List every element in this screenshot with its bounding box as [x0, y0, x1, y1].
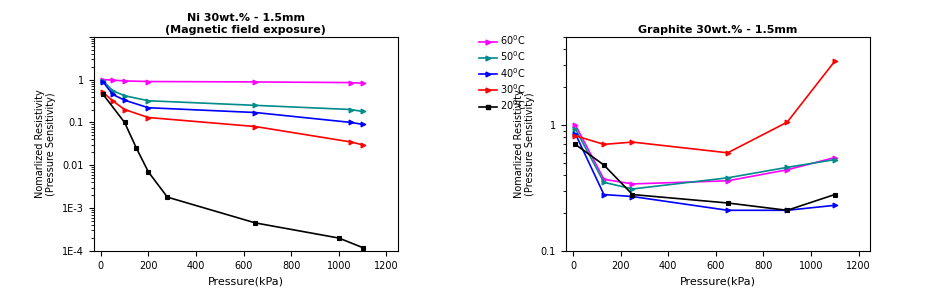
- Y-axis label: Nomarlized Resistivity
(Pressure Sensitivity): Nomarlized Resistivity (Pressure Sensiti…: [35, 89, 56, 198]
- X-axis label: Pressure(kPa): Pressure(kPa): [680, 276, 756, 286]
- Y-axis label: Nomarlized Resistivity
(Pressure Sensitivity): Nomarlized Resistivity (Pressure Sensiti…: [514, 89, 535, 198]
- Title: Ni 30wt.% - 1.5mm
(Magnetic field exposure): Ni 30wt.% - 1.5mm (Magnetic field exposu…: [166, 13, 327, 35]
- X-axis label: Pressure(kPa): Pressure(kPa): [208, 276, 284, 286]
- Legend: 60$^0$C, 50$^0$C, 40$^0$C, 30$^0$C, 20$^0$C: 60$^0$C, 50$^0$C, 40$^0$C, 30$^0$C, 20$^…: [478, 32, 526, 113]
- Title: Graphite 30wt.% - 1.5mm: Graphite 30wt.% - 1.5mm: [638, 24, 797, 35]
